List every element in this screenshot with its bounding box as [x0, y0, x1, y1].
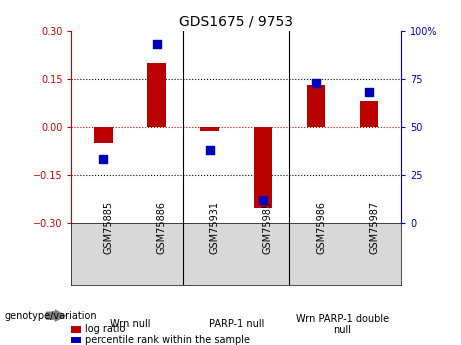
FancyArrow shape	[46, 310, 65, 321]
Bar	[254, 127, 272, 208]
Text: GSM75886: GSM75886	[157, 201, 166, 254]
Text: GSM75985: GSM75985	[263, 201, 273, 254]
Text: GSM75987: GSM75987	[369, 201, 379, 254]
Bar	[94, 127, 112, 143]
Text: percentile rank within the sample: percentile rank within the sample	[85, 335, 250, 345]
Bar	[201, 127, 219, 131]
Point	[206, 147, 213, 152]
Text: PARP-1 null: PARP-1 null	[208, 319, 264, 329]
Text: log ratio: log ratio	[85, 325, 125, 334]
Text: Wrn PARP-1 double
null: Wrn PARP-1 double null	[296, 314, 389, 335]
Bar	[71, 326, 81, 333]
Bar	[147, 63, 166, 127]
Text: genotype/variation: genotype/variation	[5, 311, 97, 321]
Text: GSM75885: GSM75885	[103, 201, 113, 254]
Text: GSM75986: GSM75986	[316, 201, 326, 254]
Point	[100, 157, 107, 162]
Point	[366, 90, 373, 95]
Text: Wrn null: Wrn null	[110, 319, 150, 329]
Point	[312, 80, 319, 86]
Point	[153, 42, 160, 47]
Bar	[71, 337, 81, 343]
Point	[259, 197, 266, 202]
Bar	[307, 85, 325, 127]
Text: GSM75931: GSM75931	[210, 201, 220, 254]
Bar	[360, 101, 378, 127]
Title: GDS1675 / 9753: GDS1675 / 9753	[179, 14, 293, 29]
